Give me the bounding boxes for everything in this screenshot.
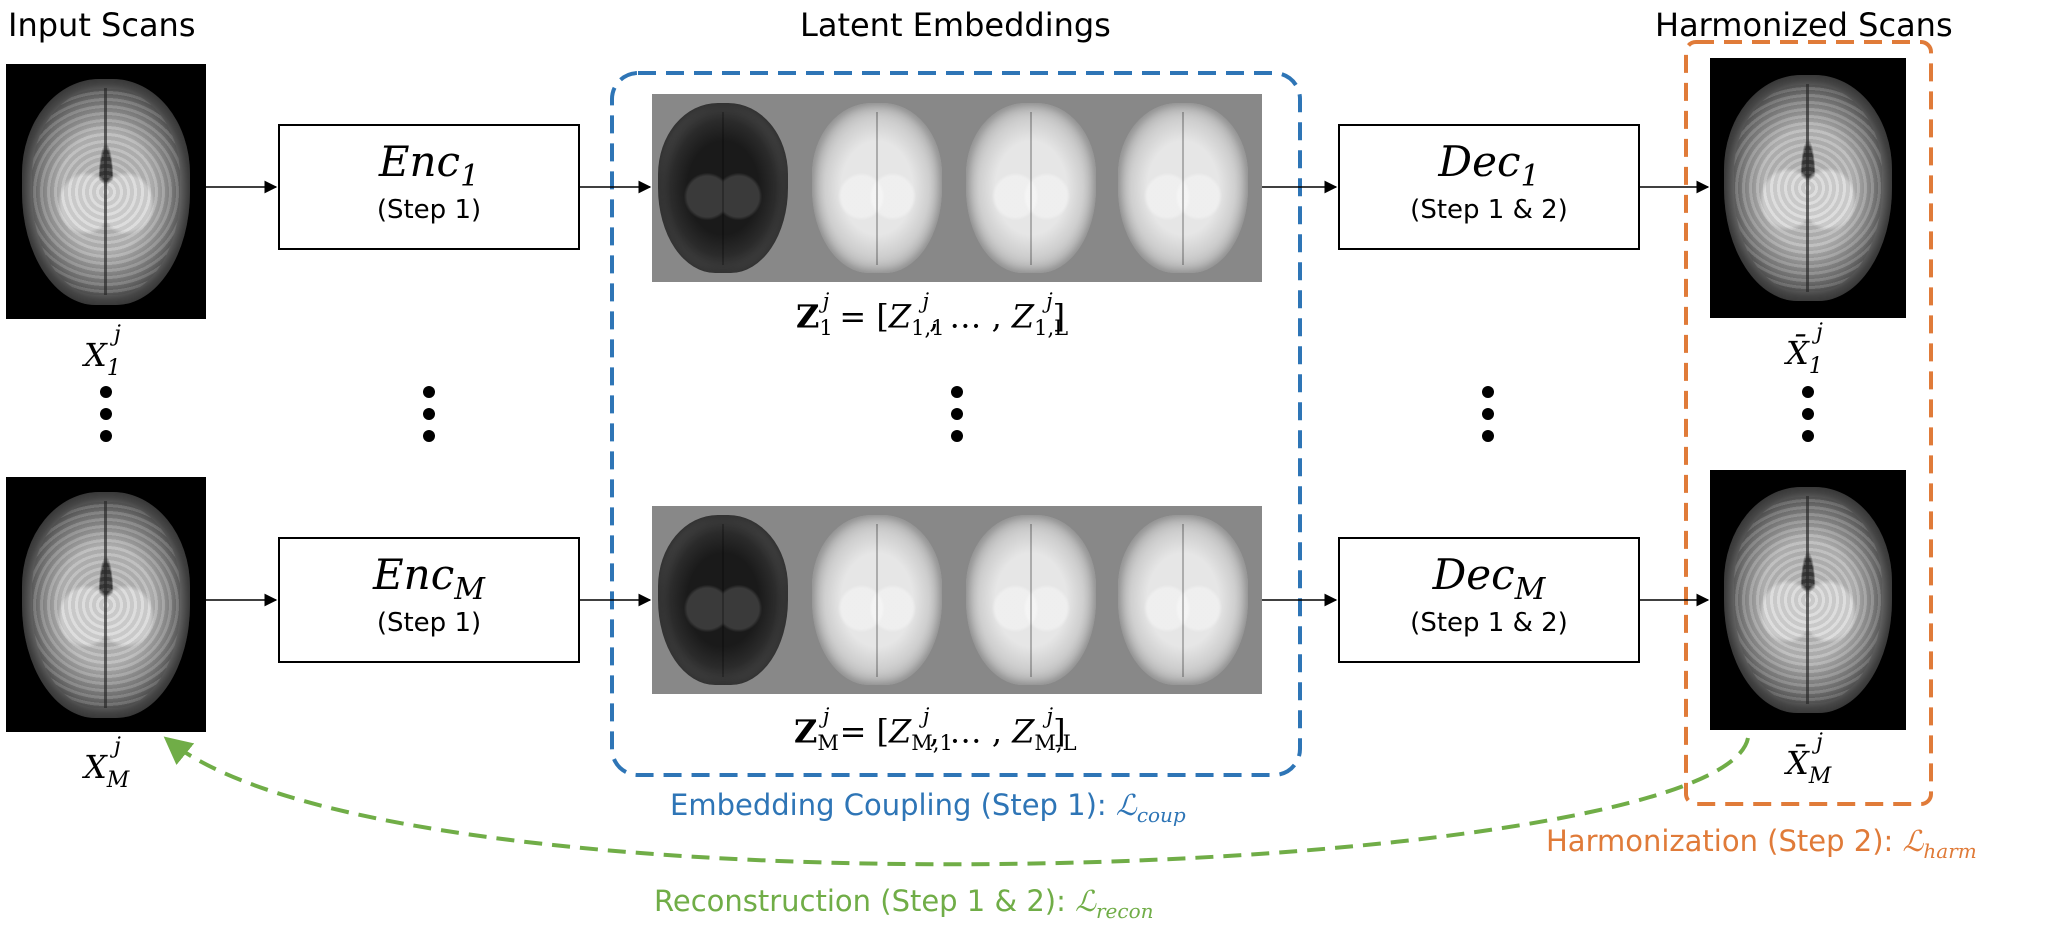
- latent-ellipsis-dots: [951, 386, 963, 452]
- harmonized-scan-m: [1710, 470, 1906, 730]
- latent-embedding-strip-1: [652, 94, 1262, 282]
- input-label-m: XM j: [84, 734, 130, 793]
- embedding-formula-m: ZMj = [ZM,1j, … , ZM,Lj]: [794, 704, 1077, 756]
- harmonization-dashed-frame: [1684, 40, 1933, 806]
- harmonized-label-m: X̄M j: [1786, 730, 1832, 789]
- coupling-caption: Embedding Coupling (Step 1): ℒcoup: [670, 788, 1186, 827]
- encoder-1-box: Enc1 (Step 1): [278, 124, 580, 250]
- harmonized-ellipsis-dots: [1802, 386, 1814, 452]
- input-scan-1: [6, 64, 206, 319]
- harmonized-label-1: X̄1 j: [1786, 320, 1823, 379]
- input-ellipsis-dots: [100, 386, 112, 452]
- decoder-m-step: (Step 1 & 2): [1410, 608, 1568, 638]
- harmonization-caption: Harmonization (Step 2): ℒharm: [1546, 824, 1977, 863]
- coupling-dashed-frame: [610, 71, 1302, 777]
- harmonized-scan-1: [1710, 58, 1906, 318]
- input-label-1: X1 j: [84, 322, 121, 381]
- reconstruction-dashed-curve: [163, 736, 1750, 867]
- decoder-1-box: Dec1 (Step 1 & 2): [1338, 124, 1640, 250]
- decoder-1-step: (Step 1 & 2): [1410, 195, 1568, 225]
- harmonized-scans-title: Harmonized Scans: [1655, 6, 1953, 44]
- input-scan-m: [6, 477, 206, 732]
- encoder-ellipsis-dots: [423, 386, 435, 452]
- decoder-ellipsis-dots: [1482, 386, 1494, 452]
- input-scans-title: Input Scans: [8, 6, 196, 44]
- latent-embedding-strip-m: [652, 506, 1262, 694]
- latent-embeddings-title: Latent Embeddings: [800, 6, 1111, 44]
- decoder-m-box: DecM (Step 1 & 2): [1338, 537, 1640, 663]
- encoder-m-step: (Step 1): [376, 608, 482, 638]
- embedding-formula-1: Z1j = [Z1,1j, … , Z1,Lj]: [796, 289, 1069, 341]
- encoder-1-step: (Step 1): [376, 195, 482, 225]
- encoder-m-box: EncM (Step 1): [278, 537, 580, 663]
- reconstruction-caption: Reconstruction (Step 1 & 2): ℒrecon: [654, 884, 1154, 923]
